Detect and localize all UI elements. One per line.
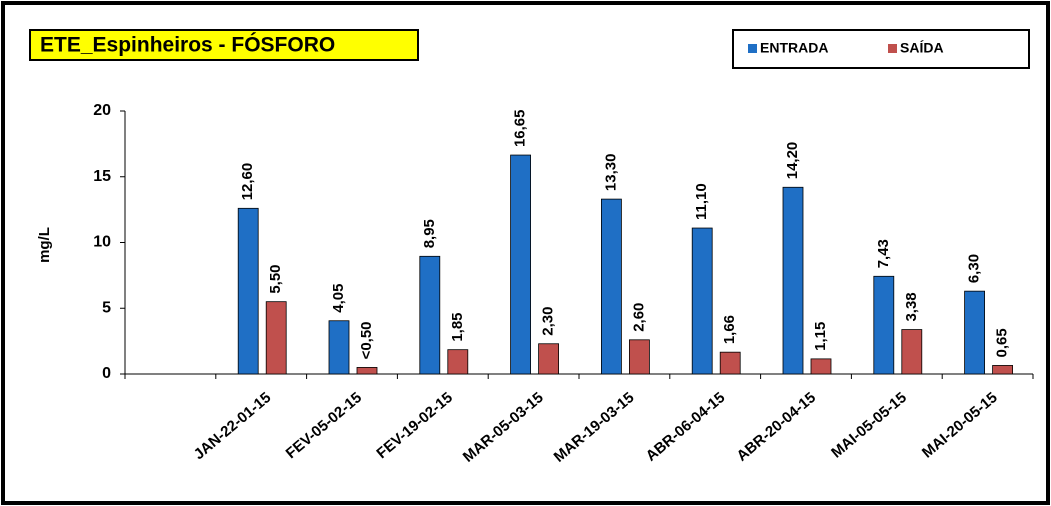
data-label: 0,65 (994, 328, 1011, 357)
data-label: 2,30 (540, 307, 557, 336)
data-label: 2,60 (630, 303, 647, 332)
bar (901, 329, 923, 375)
bar (810, 358, 832, 375)
data-label: <0,50 (358, 321, 375, 359)
y-tick-label: 0 (102, 365, 111, 382)
bar (356, 367, 378, 375)
bar (782, 186, 804, 375)
data-label: 11,10 (693, 183, 710, 220)
bar (964, 290, 985, 375)
y-tick-label: 15 (93, 168, 111, 185)
legend-swatch (888, 44, 897, 53)
legend-swatch (748, 44, 757, 53)
data-label: 13,30 (602, 154, 619, 192)
bar (873, 275, 895, 375)
legend-label: SAÍDA (900, 40, 944, 56)
bar (629, 339, 650, 375)
bar (601, 198, 622, 375)
data-label: 8,95 (421, 219, 438, 248)
legend-box (732, 29, 1030, 69)
y-tick-label: 10 (93, 234, 111, 251)
bar (265, 301, 287, 375)
title-box (29, 29, 419, 61)
bar (691, 227, 713, 375)
data-label: 5,50 (267, 264, 284, 293)
bar (719, 351, 741, 375)
y-axis-label: mg/L (36, 227, 53, 263)
data-label: 1,85 (449, 312, 466, 341)
data-label: 6,30 (966, 254, 983, 283)
data-label: 1,15 (812, 322, 829, 351)
data-label: 14,20 (784, 142, 801, 180)
bar (237, 207, 259, 375)
data-label: 12,60 (239, 163, 256, 201)
bar (992, 365, 1013, 375)
data-label: 7,43 (875, 239, 892, 268)
bar (328, 320, 350, 375)
y-tick-label: 5 (102, 299, 111, 316)
bar (510, 154, 532, 375)
chart-title: ETE_Espinheiros - FÓSFORO (40, 33, 335, 57)
bar (538, 343, 559, 375)
data-label: 3,38 (903, 292, 920, 321)
y-tick-label: 20 (93, 102, 111, 119)
legend-label: ENTRADA (760, 40, 828, 56)
data-label: 1,66 (721, 315, 738, 344)
data-label: 16,65 (512, 110, 529, 148)
data-label: 4,05 (330, 284, 347, 313)
bar (447, 349, 469, 375)
bar (419, 255, 441, 375)
